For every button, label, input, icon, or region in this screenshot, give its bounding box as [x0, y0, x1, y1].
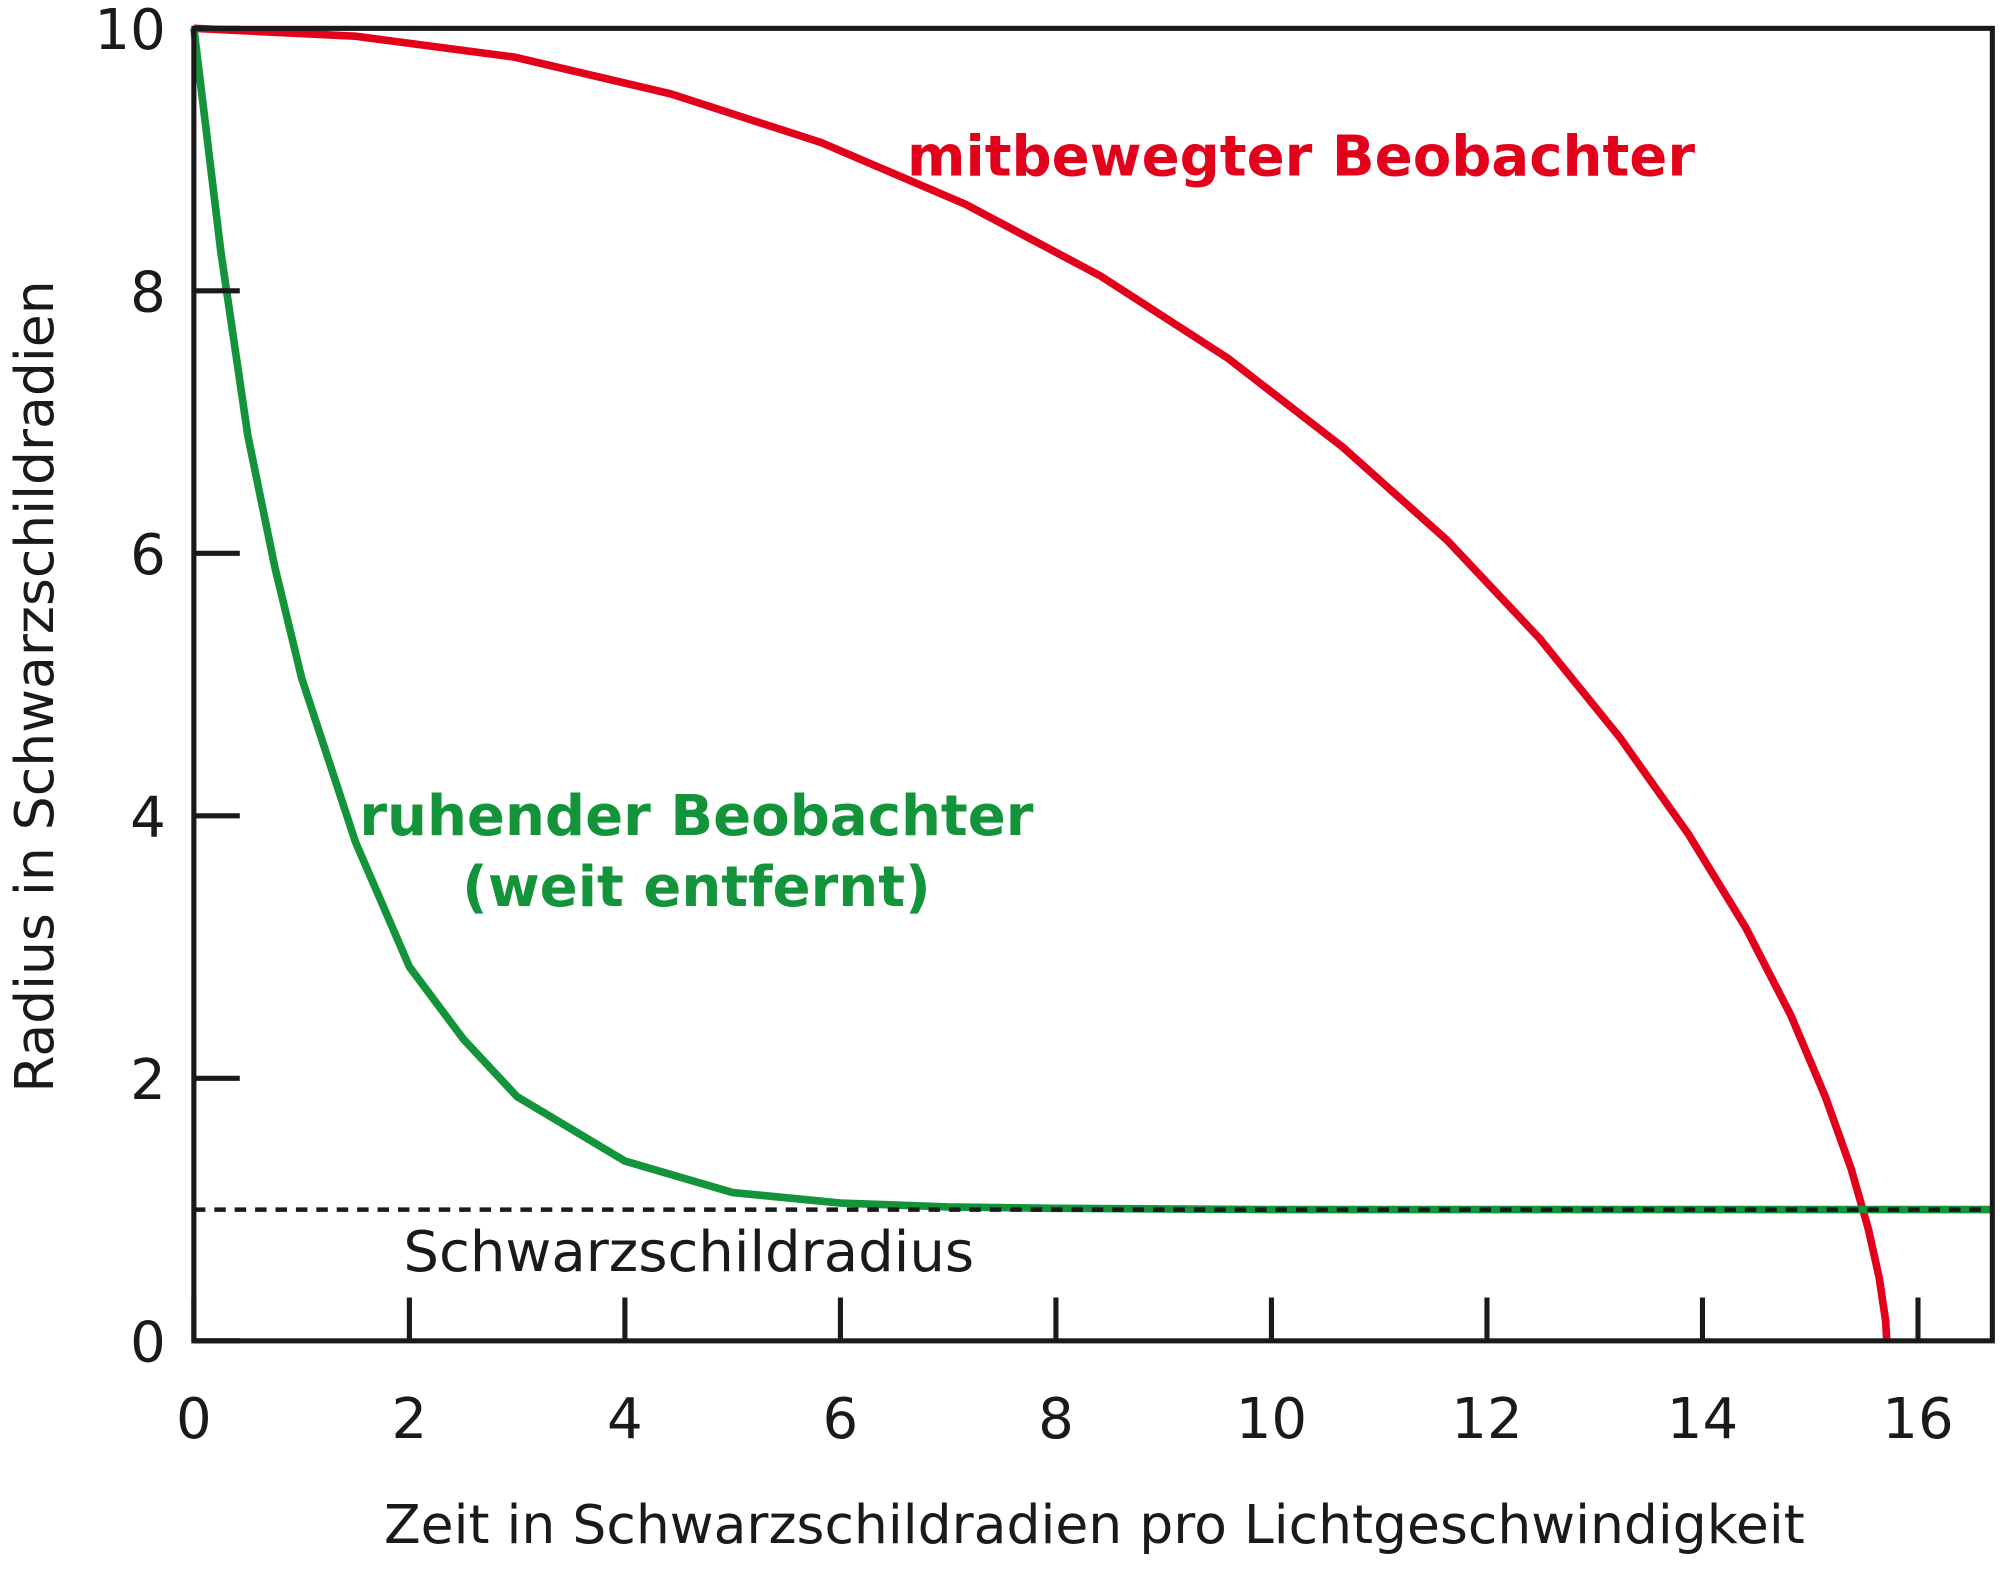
y-tick-label: 10 — [94, 0, 165, 63]
y-tick-label: 0 — [130, 1311, 166, 1376]
y-axis-label: Radius in Schwarzschildradien — [3, 280, 66, 1092]
x-tick-label: 8 — [1038, 1387, 1074, 1452]
y-tick-label: 6 — [130, 523, 166, 588]
y-tick-label: 8 — [130, 261, 166, 326]
x-tick-label: 12 — [1451, 1387, 1522, 1452]
data-line — [190, 27, 1993, 1214]
x-tick-label: 14 — [1667, 1387, 1738, 1452]
y-tick-label: 2 — [130, 1048, 166, 1113]
x-tick-label: 2 — [392, 1387, 428, 1452]
x-axis-label: Zeit in Schwarzschildradien pro Lichtges… — [384, 1493, 1805, 1556]
x-tick-label: 16 — [1882, 1387, 1953, 1452]
plot-frame — [191, 25, 1995, 1344]
annotation: (weit entfernt) — [462, 855, 930, 920]
y-tick-label: 4 — [130, 786, 166, 851]
x-tick-label: 6 — [823, 1387, 859, 1452]
x-tick-label: 0 — [176, 1387, 212, 1452]
x-tick-label: 4 — [607, 1387, 643, 1452]
x-tick-label: 10 — [1236, 1387, 1307, 1452]
reference-label: Schwarzschildradius — [403, 1220, 974, 1285]
data-line — [193, 24, 1891, 1342]
annotation: mitbewegter Beobachter — [907, 124, 1695, 189]
annotation: ruhender Beobachter — [359, 784, 1033, 849]
